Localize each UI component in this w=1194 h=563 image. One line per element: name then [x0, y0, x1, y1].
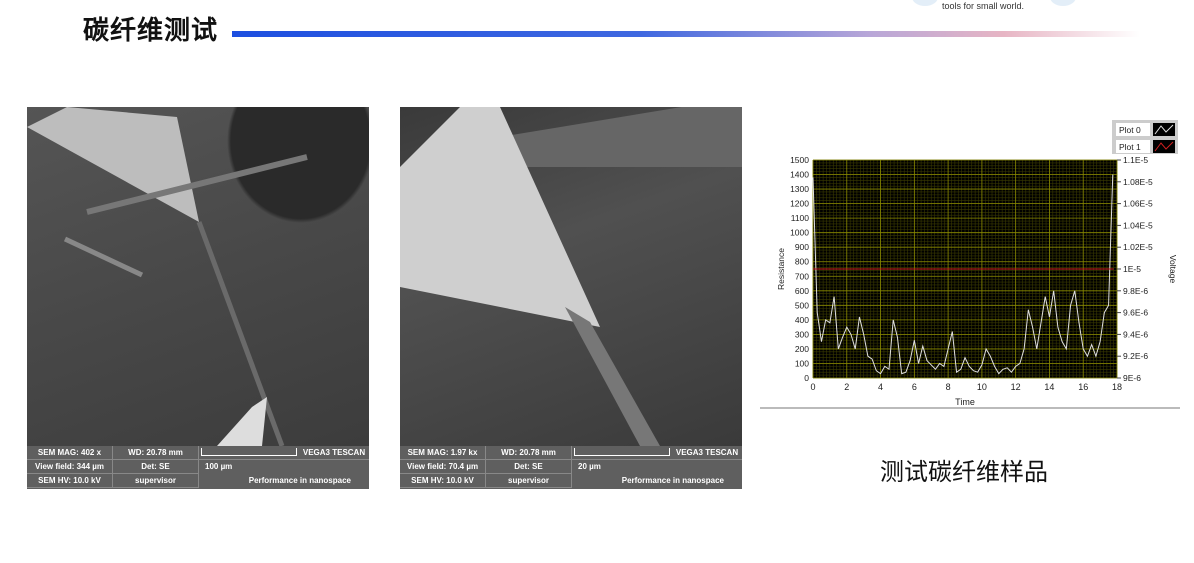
y-tick-label: 1000 [790, 228, 809, 238]
y-tick-label: 1300 [790, 184, 809, 194]
x-tick-label: 0 [810, 382, 815, 392]
sem-wd: WD: 20.78 mm [113, 446, 199, 460]
sem-hv: SEM HV: 10.0 kV [27, 474, 113, 488]
sample-caption: 测试碳纤维样品 [880, 458, 1048, 486]
y-tick-label: 0 [804, 373, 809, 383]
sem-view-field: View field: 344 µm [27, 460, 113, 474]
y-tick-label: 700 [795, 271, 809, 281]
y2-tick-label: 1.04E-5 [1123, 220, 1153, 230]
x-tick-label: 12 [1011, 382, 1021, 392]
y2-tick-label: 1.02E-5 [1123, 242, 1153, 252]
resistance-voltage-chart: 0 2 4 6 8 10 12 14 16 18 0 100 200 300 400 500 600 700 800… [760, 118, 1180, 410]
page-title: 碳纤维测试 [83, 16, 219, 46]
y2-tick-label: 1.08E-5 [1123, 177, 1153, 187]
y-tick-label: 800 [795, 257, 809, 267]
y-tick-label: 200 [795, 344, 809, 354]
y2-axis-label: Voltage [1168, 255, 1178, 284]
sem-view-field: View field: 70.4 µm [400, 460, 486, 474]
scale-label: 100 µm [205, 462, 233, 471]
y-axis-label: Resistance [776, 248, 786, 290]
sem-brand: VEGA3 TESCAN [299, 446, 369, 460]
y-tick-label: 600 [795, 286, 809, 296]
title-underline-bar [232, 31, 1140, 37]
x-tick-label: 18 [1112, 382, 1122, 392]
legend-entry-label: Plot 0 [1119, 125, 1141, 135]
legend-label-bg [1116, 140, 1150, 153]
sem-slogan: Performance in nanospace [248, 476, 351, 485]
y2-tick-label: 1.1E-5 [1123, 155, 1148, 165]
logo-badge-icon [912, 0, 938, 6]
legend-label-bg [1116, 123, 1150, 136]
y-tick-label: 1100 [791, 213, 810, 223]
series-plot-0-line [812, 174, 1114, 375]
sem-user: supervisor [113, 474, 199, 488]
sem-needle-graphic [400, 107, 742, 446]
header-tagline: tools for small world. [942, 1, 1025, 11]
x-tick-label: 2 [844, 382, 849, 392]
legend-line-icon [1154, 141, 1174, 152]
sem-wd: WD: 20.78 mm [486, 446, 572, 460]
logo-badge-icon [1050, 0, 1076, 6]
y-tick-label: 1200 [790, 199, 809, 209]
sem-image-1: SEM MAG: 402 x WD: 20.78 mm VEGA3 TESCAN… [27, 107, 369, 489]
y2-tick-label: 1.06E-5 [1123, 199, 1153, 209]
scale-bar [572, 446, 672, 460]
y2-tick-label: 1E-5 [1123, 264, 1141, 274]
y-tick-label: 1400 [790, 170, 809, 180]
scale-bar [199, 446, 299, 460]
sem-image-2: SEM MAG: 1.97 kx WD: 20.78 mm VEGA3 TESC… [400, 107, 742, 489]
y2-tick-label: 9.4E-6 [1123, 329, 1148, 339]
sem-hv: SEM HV: 10.0 kV [400, 474, 486, 488]
y-tick-label: 300 [795, 329, 809, 339]
y-tick-label: 400 [795, 315, 809, 325]
x-tick-label: 4 [878, 382, 883, 392]
x-tick-label: 16 [1078, 382, 1088, 392]
x-tick-label: 6 [912, 382, 917, 392]
legend-line-icon [1154, 124, 1174, 135]
sem-needle-graphic [27, 107, 308, 447]
sem-user: supervisor [486, 474, 572, 488]
x-tick-label: 10 [977, 382, 987, 392]
sem-brand: VEGA3 TESCAN [672, 446, 742, 460]
x-tick-label: 8 [946, 382, 951, 392]
chart-svg: 0 2 4 6 8 10 12 14 16 18 0 100 200 300 400 500 600 700 800… [760, 118, 1180, 410]
sem-photo [27, 107, 369, 447]
y2-tick-label: 9.8E-6 [1123, 286, 1148, 296]
y2-tick-label: 9.2E-6 [1123, 351, 1148, 361]
sem-mag: SEM MAG: 402 x [27, 446, 113, 460]
y2-tick-label: 9.6E-6 [1123, 308, 1148, 318]
sem-slogan: Performance in nanospace [621, 476, 724, 485]
x-axis-label: Time [955, 397, 975, 407]
y-tick-label: 100 [795, 358, 809, 368]
sem-photo [400, 107, 742, 446]
sem-detector: Det: SE [113, 460, 199, 474]
y-tick-label: 500 [795, 300, 809, 310]
scale-label: 20 µm [578, 462, 601, 471]
sem-detector: Det: SE [486, 460, 572, 474]
x-tick-label: 14 [1044, 382, 1054, 392]
legend-entry-label: Plot 1 [1119, 142, 1141, 152]
sem-mag: SEM MAG: 1.97 kx [400, 446, 486, 460]
y-tick-label: 900 [795, 242, 809, 252]
y2-tick-label: 9E-6 [1123, 373, 1141, 383]
y-tick-label: 1500 [790, 155, 809, 165]
